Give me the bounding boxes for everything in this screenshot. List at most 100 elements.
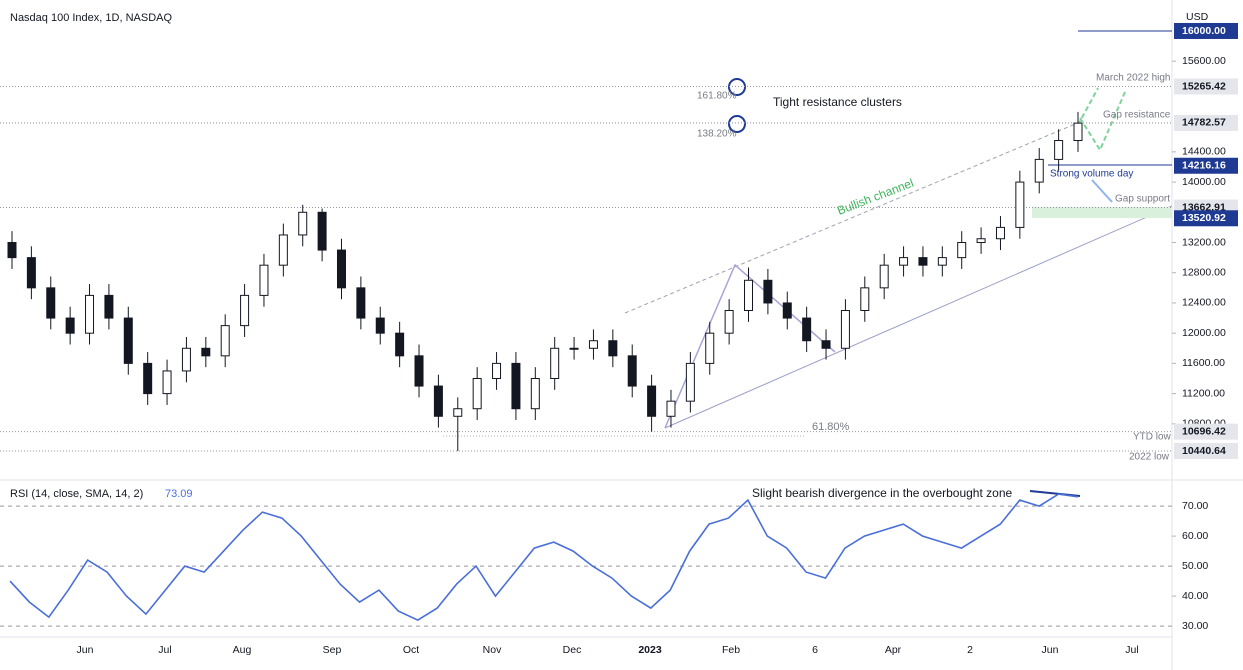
candle-body [453, 408, 463, 417]
rsi-tick-label: 30.00 [1182, 620, 1208, 632]
candle-body [511, 362, 521, 410]
candle-body [220, 325, 230, 357]
candle-body [259, 264, 269, 296]
channel-upper [624, 121, 1081, 314]
price-label-box [1174, 210, 1238, 227]
annotation: 161.80% [697, 91, 737, 102]
candle-body [899, 257, 909, 266]
candle-body [976, 238, 986, 244]
y-tick-label: 12000.00 [1182, 327, 1226, 339]
rsi-value: 73.09 [165, 488, 193, 500]
candle-body [802, 317, 812, 342]
candle-body [608, 340, 618, 357]
rsi-label: RSI (14, close, SMA, 14, 2) [10, 488, 143, 500]
candle-body [472, 378, 482, 410]
support-arrow [1091, 179, 1113, 203]
currency: USD [1186, 11, 1209, 23]
candle-body [356, 287, 366, 319]
candle-body [685, 362, 695, 402]
candle-body [957, 242, 967, 259]
candle-body [627, 355, 637, 387]
candle-body [763, 279, 773, 304]
candle-body [937, 257, 947, 266]
candle-body [65, 317, 75, 334]
price-label: 10440.64 [1182, 445, 1226, 457]
candle-body [1054, 140, 1064, 160]
candle-body [744, 279, 754, 312]
scenario-arrow [1079, 91, 1126, 153]
candle-body [298, 211, 308, 236]
candle-body [821, 340, 831, 349]
x-tick-label: Sep [323, 644, 342, 656]
y-tick-label: 11600.00 [1182, 357, 1225, 369]
x-tick-label: 6 [812, 644, 818, 656]
gap-zone [1032, 207, 1172, 218]
candle-body [85, 294, 95, 334]
price-label-box [1174, 442, 1238, 459]
candle-body [104, 294, 114, 319]
fib-circle [728, 78, 746, 96]
candle-body [375, 317, 385, 334]
candle-body [588, 340, 598, 349]
x-tick-label: 2 [967, 644, 973, 656]
x-tick-label: Oct [403, 644, 419, 656]
annotation: 2022 low [1129, 452, 1170, 463]
candle-body [647, 385, 657, 417]
annotation: Gap resistance [1103, 110, 1171, 121]
x-tick-label: Jun [1042, 644, 1059, 656]
candle-body [705, 332, 715, 364]
scenario-arrow [1077, 87, 1099, 126]
rsi-tick-label: 60.00 [1182, 530, 1208, 542]
x-tick-label: Dec [563, 644, 582, 656]
price-label-box [1174, 423, 1238, 440]
candle-body [879, 264, 889, 289]
price-label-box [1174, 78, 1238, 95]
candle-body [46, 287, 56, 319]
candle-body [162, 370, 172, 395]
candle-body [724, 310, 734, 334]
candle-body [840, 310, 850, 349]
candle-body [201, 347, 211, 357]
x-tick-label: Feb [722, 644, 740, 656]
candle-body [1034, 158, 1044, 183]
channel-lower [664, 205, 1173, 429]
annotation: Tight resistance clusters [773, 95, 902, 109]
candle-body [414, 355, 424, 387]
y-tick-label: 13200.00 [1182, 236, 1226, 248]
fib-circle [728, 115, 746, 133]
x-tick-label: 2023 [638, 644, 662, 656]
y-tick-label: 15600.00 [1182, 55, 1226, 67]
price-label: 14216.16 [1182, 160, 1226, 172]
rsi-tick-label: 40.00 [1182, 590, 1208, 602]
price-label: 13520.92 [1182, 212, 1226, 224]
candle-body [666, 400, 676, 417]
candle-body [860, 287, 870, 312]
annotation: March 2022 high [1096, 73, 1171, 84]
price-label-box [1174, 114, 1238, 131]
x-tick-label: Jul [1125, 644, 1138, 656]
y-tick-label: 12400.00 [1182, 297, 1226, 309]
candle-body [336, 249, 346, 289]
price-label: 10696.42 [1182, 425, 1226, 437]
y-tick-label: 12800.00 [1182, 267, 1226, 279]
candle-body [7, 242, 17, 259]
price-label: 14782.57 [1182, 117, 1226, 129]
candle-body [317, 211, 327, 251]
rsi-annotation: Slight bearish divergence in the overbou… [752, 486, 1013, 500]
candle-body [181, 347, 191, 372]
price-label-box [1174, 157, 1238, 174]
candle-body [995, 226, 1005, 240]
x-tick-label: Nov [483, 644, 502, 656]
candle-body [26, 257, 36, 289]
rsi-tick-label: 50.00 [1182, 560, 1208, 572]
candle-body [782, 302, 792, 319]
x-tick-label: Jul [158, 644, 171, 656]
y-tick-label: 14400.00 [1182, 146, 1226, 158]
candle-body [569, 347, 579, 350]
price-label: 16000.00 [1182, 25, 1226, 37]
price-label-box [1174, 22, 1238, 39]
annotation: 61.80% [812, 421, 850, 433]
candle-body [240, 294, 250, 327]
